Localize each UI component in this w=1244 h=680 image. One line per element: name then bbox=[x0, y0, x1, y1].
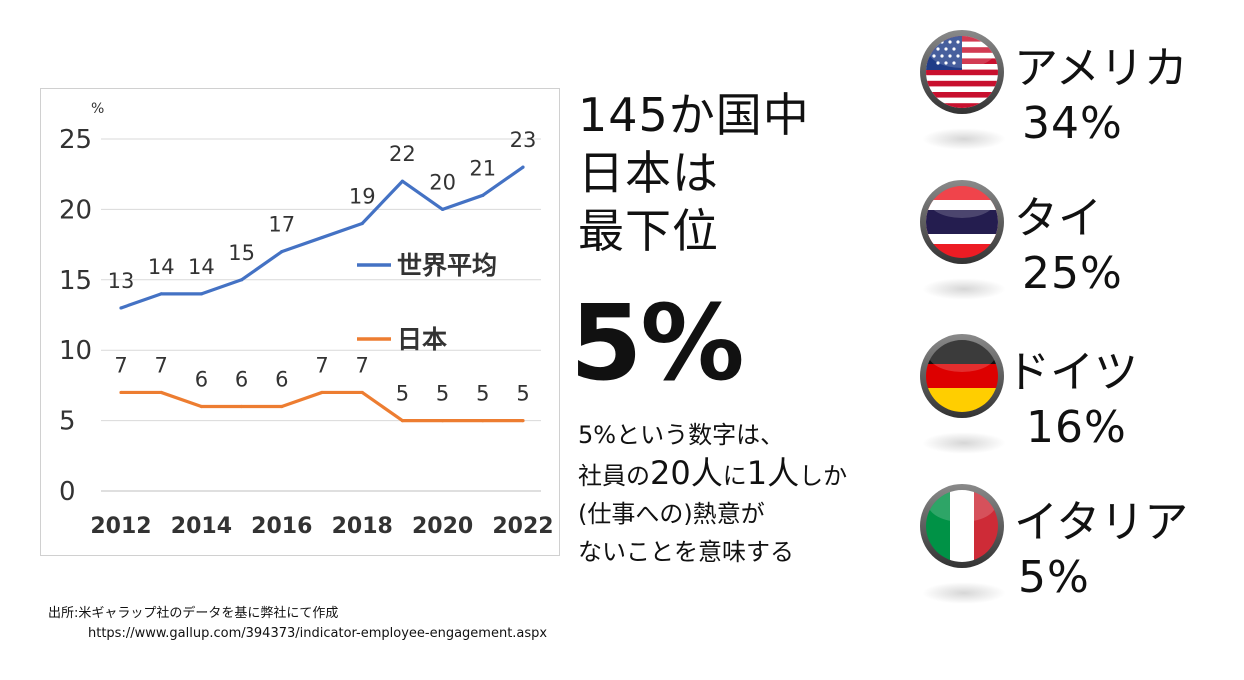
x-tick-label: 2022 bbox=[492, 514, 553, 539]
y-axis-label: % bbox=[91, 101, 104, 117]
data-label: 15 bbox=[228, 241, 255, 265]
data-label: 7 bbox=[315, 353, 328, 377]
data-point bbox=[481, 193, 485, 197]
usa-flag-icon bbox=[918, 28, 1006, 116]
country-italy: イタリア 5% bbox=[918, 482, 1238, 632]
data-point bbox=[320, 235, 324, 240]
x-tick-label: 2020 bbox=[412, 514, 473, 539]
country-percent: 16% bbox=[1026, 402, 1127, 453]
source-note: 出所:米ギャラップ社のデータを基に弊社にて作成 https://www.gall… bbox=[48, 604, 547, 644]
data-point bbox=[159, 292, 163, 296]
data-label: 5 bbox=[476, 382, 489, 406]
data-point bbox=[521, 419, 525, 423]
data-point bbox=[441, 207, 445, 211]
data-point bbox=[240, 278, 244, 282]
country-name: ドイツ bbox=[1006, 347, 1138, 398]
data-label: 23 bbox=[510, 128, 537, 152]
data-label: 14 bbox=[148, 255, 175, 279]
y-tick-label: 10 bbox=[59, 336, 92, 366]
x-tick-label: 2018 bbox=[332, 514, 393, 539]
data-point bbox=[240, 404, 244, 409]
description-line2-e: しか bbox=[799, 462, 848, 490]
legend-label: 日本 bbox=[397, 325, 447, 354]
headline-line3: 最下位 bbox=[578, 204, 719, 258]
data-label: 19 bbox=[349, 184, 376, 208]
description-line2: 社員の20人に1人しか bbox=[578, 454, 847, 495]
country-name: イタリア bbox=[1014, 497, 1189, 548]
y-tick-label: 0 bbox=[59, 477, 76, 507]
data-label: 7 bbox=[155, 353, 168, 377]
thailand-flag-icon bbox=[918, 178, 1006, 266]
data-point bbox=[199, 404, 203, 409]
data-point bbox=[119, 390, 123, 395]
data-point bbox=[441, 419, 445, 423]
country-percent: 5% bbox=[1018, 552, 1090, 603]
data-label: 21 bbox=[469, 156, 496, 180]
flag-shadow bbox=[922, 432, 1006, 454]
y-tick-label: 15 bbox=[59, 266, 92, 296]
data-point bbox=[159, 390, 163, 395]
data-label: 6 bbox=[195, 368, 208, 392]
description-line4: ないことを意味する bbox=[578, 538, 794, 566]
data-label: 13 bbox=[108, 269, 135, 293]
x-tick-label: 2012 bbox=[90, 514, 151, 539]
series-line-japan bbox=[121, 390, 523, 423]
data-label: 5 bbox=[396, 382, 409, 406]
legend-label: 世界平均 bbox=[397, 251, 497, 280]
data-point bbox=[400, 419, 404, 423]
x-tick-label: 2016 bbox=[251, 514, 312, 539]
data-label: 6 bbox=[275, 368, 288, 392]
y-tick-label: 20 bbox=[59, 195, 92, 225]
source-line1: 出所:米ギャラップ社のデータを基に弊社にて作成 bbox=[48, 606, 339, 621]
data-label: 14 bbox=[188, 255, 215, 279]
data-label: 7 bbox=[114, 353, 127, 377]
italy-flag-icon bbox=[918, 482, 1006, 570]
data-point bbox=[400, 179, 404, 183]
data-label: 5 bbox=[516, 382, 529, 406]
country-percent: 25% bbox=[1022, 248, 1123, 299]
description: 5%という数字は、 社員の20人に1人しか (仕事への)熱意が ないことを意味す… bbox=[578, 416, 847, 571]
flag-shadow bbox=[922, 278, 1006, 300]
data-label: 6 bbox=[235, 368, 248, 392]
headline: 145か国中 日本は 最下位 bbox=[578, 86, 810, 260]
country-usa: アメリカ 34% bbox=[918, 28, 1238, 178]
data-label: 17 bbox=[268, 213, 295, 237]
y-tick-label: 25 bbox=[59, 125, 92, 155]
flag-shadow bbox=[922, 128, 1006, 150]
data-point bbox=[360, 390, 364, 395]
data-point bbox=[280, 250, 284, 254]
headline-line1: 145か国中 bbox=[578, 88, 810, 142]
headline-line2: 日本は bbox=[578, 146, 719, 200]
y-tick-label: 5 bbox=[59, 407, 76, 437]
description-line2-a: 社員の bbox=[578, 462, 650, 490]
data-point bbox=[199, 292, 203, 296]
data-point bbox=[360, 221, 364, 226]
data-point bbox=[481, 419, 485, 423]
x-tick-label: 2014 bbox=[171, 514, 232, 539]
country-germany: ドイツ 16% bbox=[918, 332, 1238, 482]
data-label: 5 bbox=[436, 382, 449, 406]
flag-shadow bbox=[922, 582, 1006, 604]
big-percent: 5% bbox=[570, 282, 745, 404]
country-name: タイ bbox=[1014, 193, 1102, 244]
description-line1: 5%という数字は、 bbox=[578, 421, 785, 449]
data-label: 22 bbox=[389, 142, 416, 166]
source-url: https://www.gallup.com/394373/indicator-… bbox=[88, 626, 548, 641]
data-label: 20 bbox=[429, 170, 456, 194]
description-line3: (仕事への)熱意が bbox=[578, 500, 765, 528]
country-thailand: タイ 25% bbox=[918, 178, 1238, 328]
data-label: 7 bbox=[356, 353, 369, 377]
data-point bbox=[521, 165, 525, 169]
description-line2-b: 20人 bbox=[650, 454, 723, 492]
line-chart: 0 5 10 15 20 25% 2012 2014 2016 2018 2020 2022 13 14 1… bbox=[40, 88, 560, 556]
data-point bbox=[280, 404, 284, 409]
description-line2-d: 1人 bbox=[746, 454, 800, 492]
country-name: アメリカ bbox=[1014, 43, 1188, 94]
description-line2-c: に bbox=[722, 462, 747, 490]
data-point bbox=[119, 306, 123, 310]
germany-flag-icon bbox=[918, 332, 1006, 420]
data-point bbox=[320, 390, 324, 395]
country-percent: 34% bbox=[1022, 98, 1123, 149]
